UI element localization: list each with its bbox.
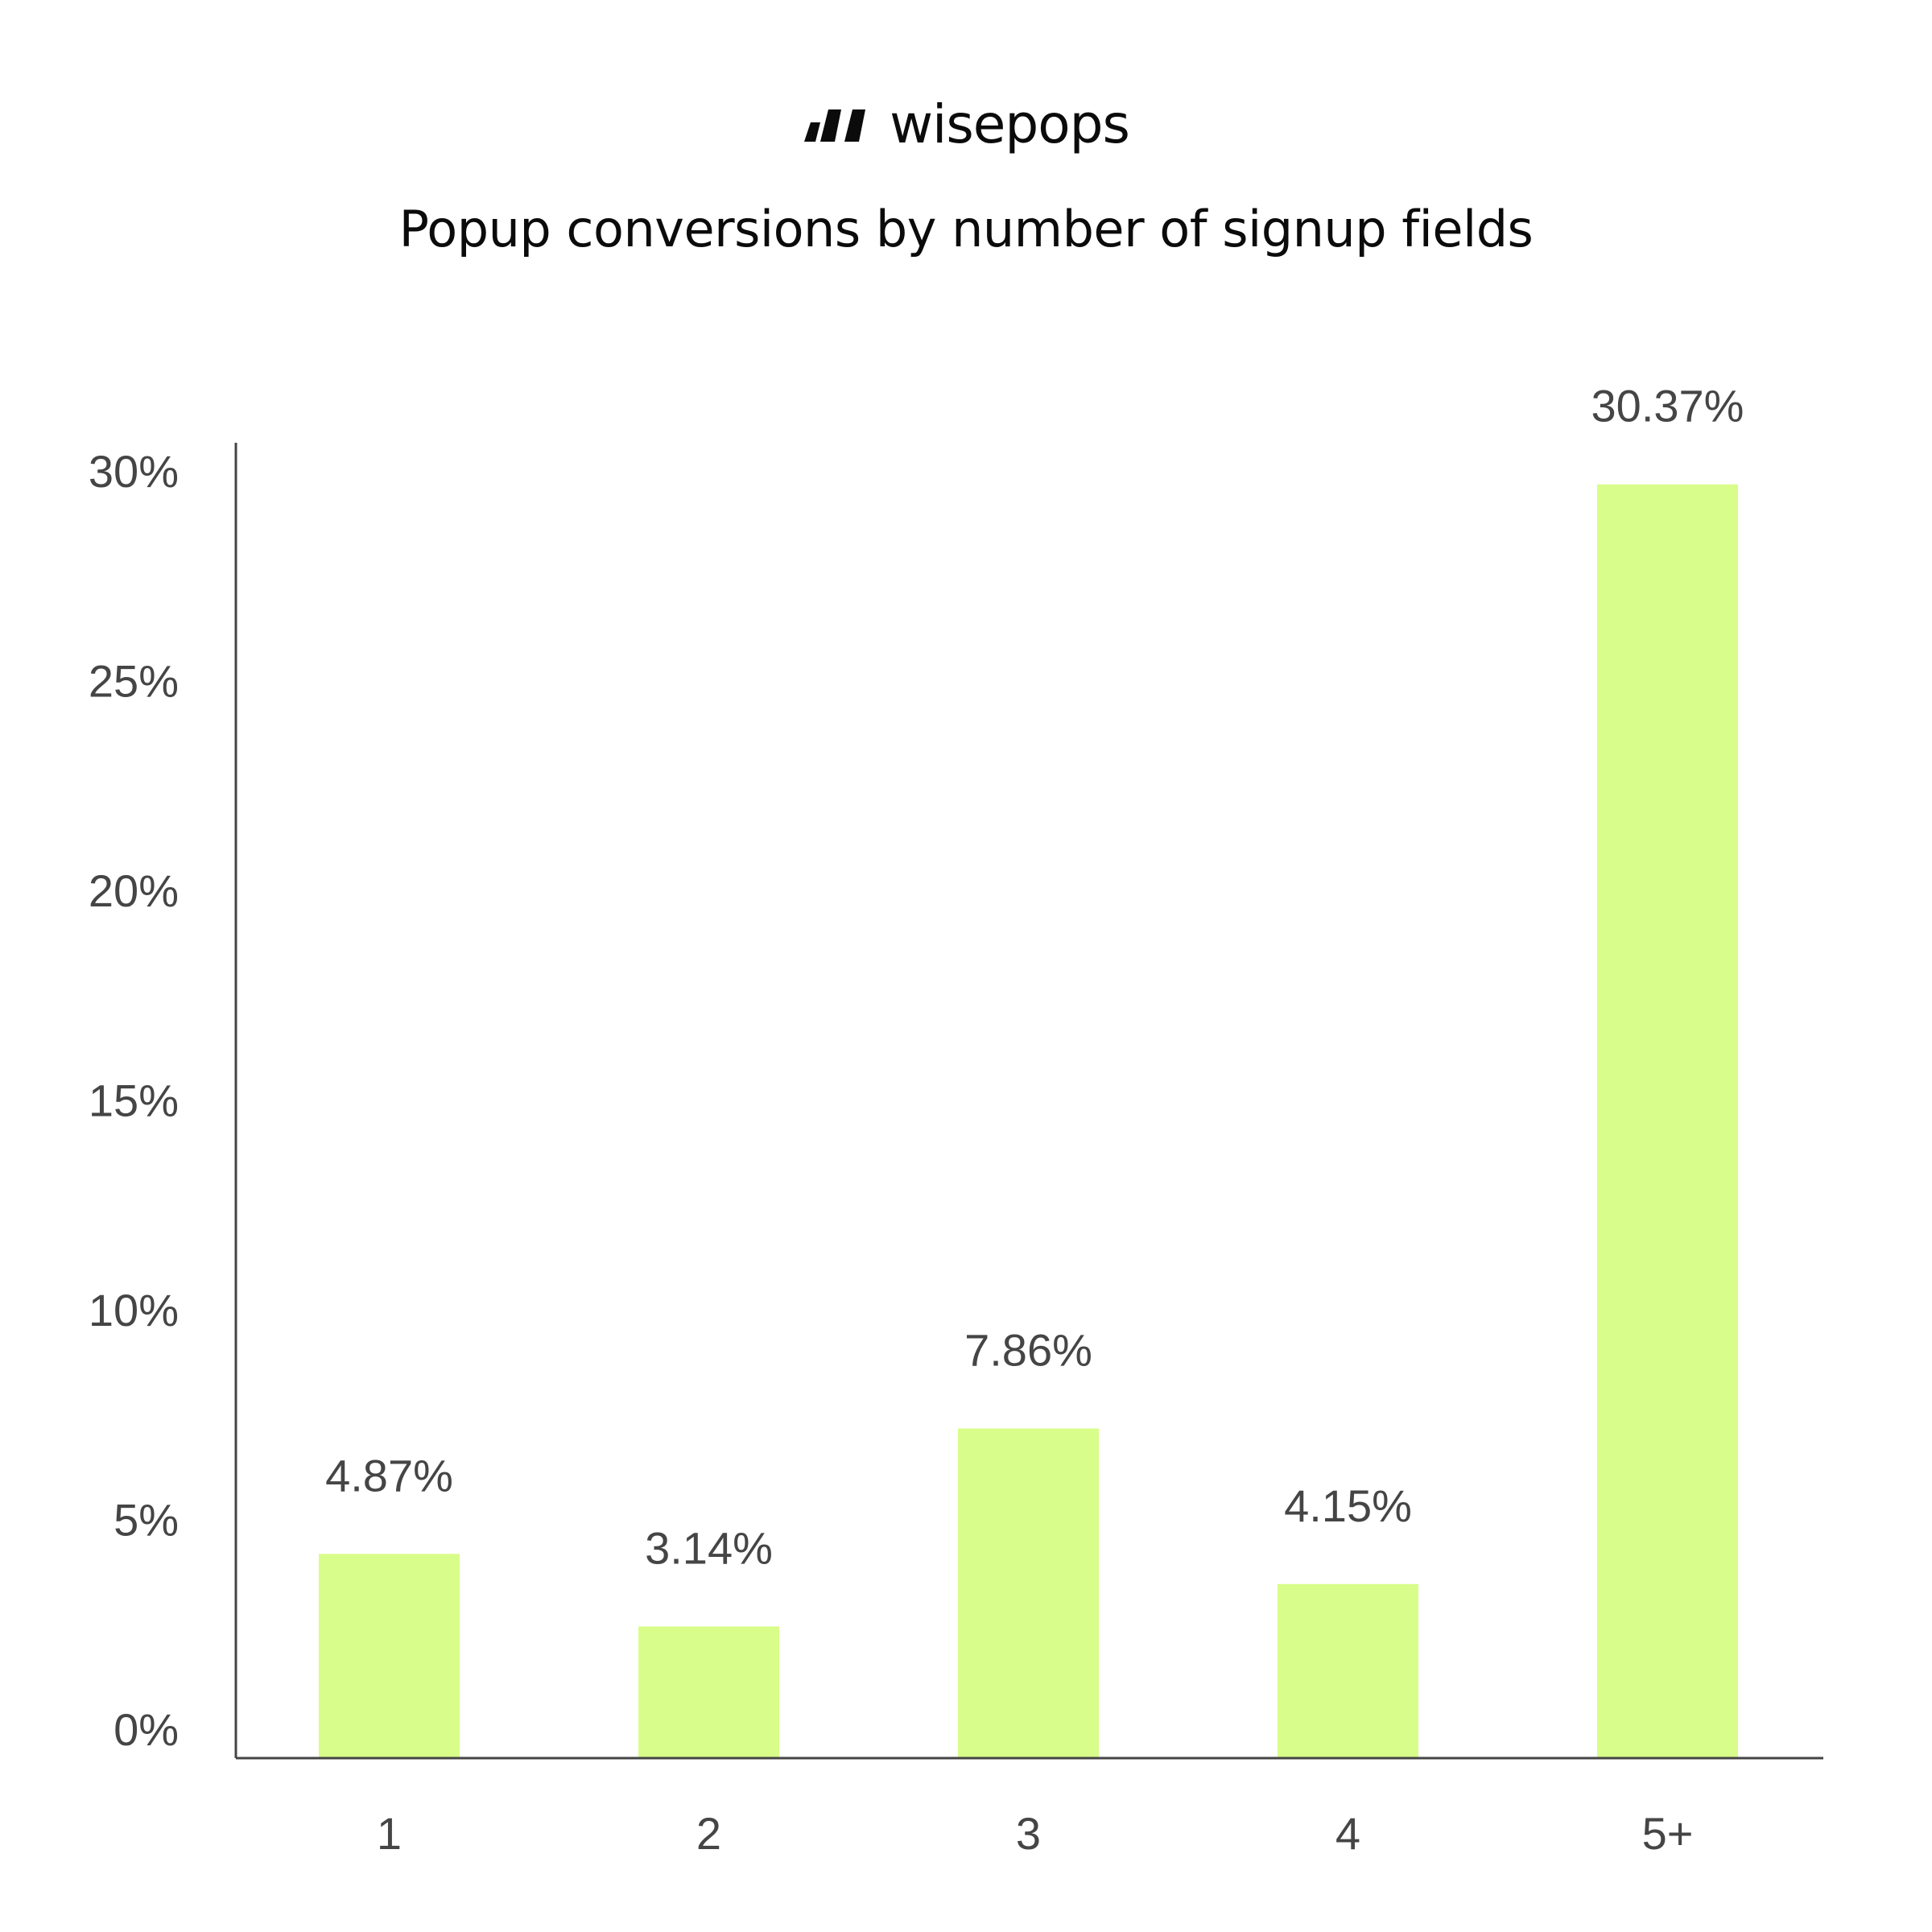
brand-header: wisepops (0, 89, 1932, 161)
bar (638, 1626, 779, 1758)
bar (1597, 484, 1738, 1758)
bars (319, 484, 1738, 1758)
brand-name: wisepops (890, 93, 1130, 155)
x-tick-label: 4 (1335, 1808, 1360, 1859)
bar-value-label: 7.86% (964, 1324, 1092, 1375)
bar-value-label: 4.87% (325, 1450, 453, 1501)
x-tick-label: 1 (377, 1808, 402, 1859)
bar-value-label: 3.14% (645, 1522, 773, 1573)
wisepops-logo-icon (804, 109, 866, 142)
y-tick-label: 20% (89, 865, 179, 916)
x-tick-label: 3 (1016, 1808, 1041, 1859)
y-tick-label: 25% (89, 656, 179, 707)
bar-value-label: 30.37% (1591, 381, 1744, 431)
x-tick-label: 2 (696, 1808, 721, 1859)
bar-value-label: 4.15% (1284, 1480, 1412, 1531)
bar (958, 1428, 1099, 1758)
x-axis-tick-labels: 1 2 3 4 5+ (377, 1808, 1694, 1859)
bar-value-labels: 4.87% 3.14% 7.86% 4.15% 30.37% (325, 381, 1744, 1574)
y-tick-label: 0% (114, 1704, 179, 1755)
x-tick-label: 5+ (1642, 1808, 1694, 1859)
bar (319, 1554, 460, 1758)
y-tick-label: 5% (114, 1495, 179, 1546)
chart-title: Popup conversions by number of signup fi… (398, 200, 1534, 258)
y-tick-label: 30% (89, 446, 179, 497)
y-axis-tick-labels: 0% 5% 10% 15% 20% 25% 30% (89, 446, 179, 1755)
y-tick-label: 10% (89, 1285, 179, 1335)
bar (1278, 1583, 1418, 1758)
y-tick-label: 15% (89, 1075, 179, 1126)
